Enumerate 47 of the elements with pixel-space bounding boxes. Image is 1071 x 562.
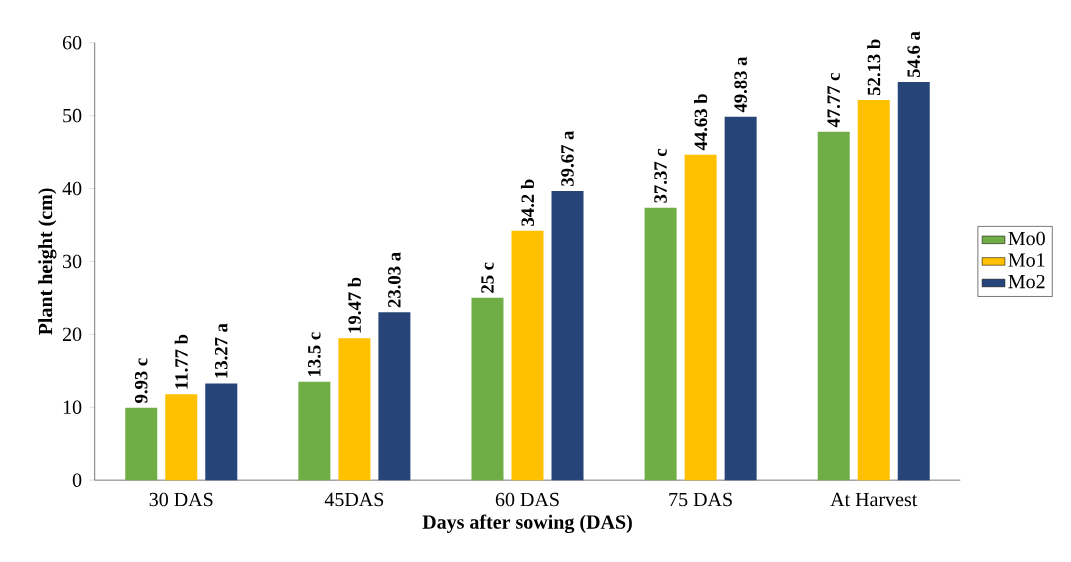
y-tick-label: 40: [62, 181, 82, 196]
bar: [817, 131, 850, 481]
data-label: 19.47 b: [347, 277, 361, 333]
y-axis-title: Plant height (cm): [38, 188, 57, 335]
bar: [551, 190, 584, 481]
legend-label: Mo0: [1008, 231, 1045, 246]
data-label: 13.5 c: [308, 332, 321, 376]
bar: [298, 381, 331, 481]
y-tick-label: 10: [63, 400, 82, 414]
legend-label: Mo1: [1008, 253, 1045, 267]
data-label: 44.63 b: [693, 94, 708, 151]
legend-label: Mo2: [1008, 274, 1045, 289]
bar: [684, 154, 717, 481]
bar: [378, 312, 411, 481]
bar: [511, 230, 544, 481]
y-tick-label: 60: [62, 35, 82, 50]
x-axis-title: Days after sowing (DAS): [422, 514, 632, 533]
bar: [338, 338, 371, 481]
x-tick-label: 30 DAS: [149, 492, 213, 507]
bar: [205, 383, 238, 481]
bar: [165, 394, 198, 481]
y-tick-label: 0: [72, 473, 82, 487]
data-label: 9.93 c: [134, 358, 148, 403]
data-label: 11.77 b: [174, 334, 188, 389]
y-tick-label: 30: [63, 254, 82, 269]
bar: [644, 207, 677, 481]
y-tick-label: 20: [62, 327, 82, 341]
data-label: 25 c: [481, 262, 494, 293]
y-tick-label: 50: [63, 108, 82, 123]
data-label: 47.77 c: [827, 73, 841, 128]
data-label: 52.13 b: [867, 39, 881, 95]
x-tick-label: At Harvest: [830, 492, 918, 507]
data-label: 39.67 a: [561, 130, 574, 186]
bar: [897, 81, 930, 481]
data-label: 13.27 a: [214, 323, 228, 378]
bar: [857, 99, 890, 481]
data-label: 23.03 a: [388, 252, 401, 308]
bar: [724, 116, 757, 481]
bar: [125, 407, 158, 481]
x-tick-label: 75 DAS: [669, 492, 732, 507]
data-label: 37.37 c: [654, 148, 667, 203]
data-label: 34.2 b: [520, 179, 535, 226]
data-label: 54.6 a: [907, 31, 921, 77]
data-label: 49.83 a: [734, 56, 747, 113]
x-tick-label: 45DAS: [324, 492, 384, 507]
bar: [471, 297, 504, 481]
x-tick-label: 60 DAS: [495, 492, 559, 507]
